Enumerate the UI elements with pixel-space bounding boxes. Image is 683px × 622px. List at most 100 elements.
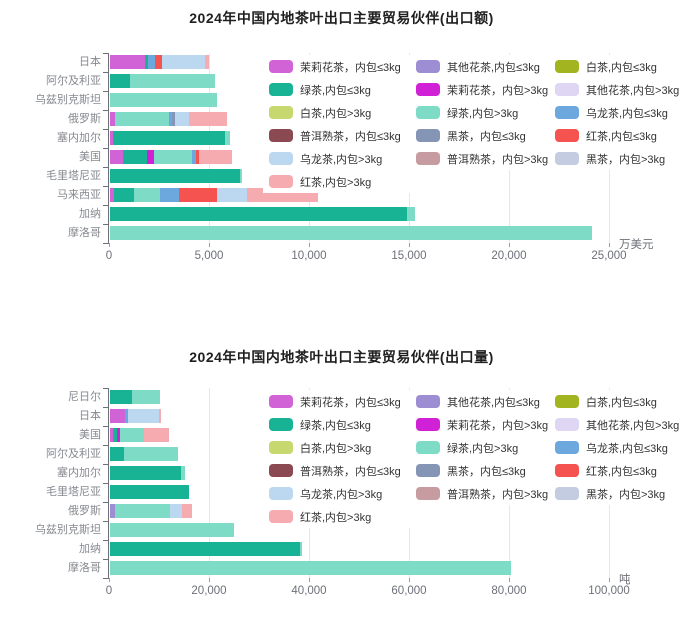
bar-segment[interactable] [113, 428, 117, 442]
stacked-bar-乌兹别克斯坦[interactable] [110, 93, 217, 107]
legend-item[interactable]: 红茶,内包>3kg [263, 505, 410, 528]
legend-item[interactable]: 普洱熟茶，内包>3kg [410, 147, 549, 170]
bar-segment[interactable] [124, 447, 178, 461]
bar-segment[interactable] [110, 112, 115, 126]
legend-item[interactable]: 其他花茶,内包≤3kg [410, 55, 549, 78]
bar-segment[interactable] [110, 409, 125, 423]
legend-item[interactable]: 黑茶，内包>3kg [549, 147, 678, 170]
legend-item[interactable]: 绿茶,内包>3kg [410, 101, 549, 124]
legend-item[interactable]: 其他花茶,内包≤3kg [410, 390, 549, 413]
bar-segment[interactable] [300, 542, 302, 556]
legend-item[interactable]: 白茶,内包≤3kg [549, 390, 678, 413]
bar-segment[interactable] [110, 74, 130, 88]
bar-segment[interactable] [171, 112, 175, 126]
legend-item[interactable]: 黑茶，内包≤3kg [410, 124, 549, 147]
legend-item[interactable]: 红茶,内包≤3kg [549, 124, 678, 147]
legend-item[interactable]: 茉莉花茶，内包≤3kg [263, 390, 410, 413]
legend-item[interactable]: 乌龙茶,内包≤3kg [549, 436, 678, 459]
legend-item[interactable]: 红茶,内包>3kg [263, 170, 410, 193]
stacked-bar-俄罗斯[interactable] [110, 112, 227, 126]
bar-segment[interactable] [110, 169, 240, 183]
legend-item[interactable]: 绿茶,内包≤3kg [263, 78, 410, 101]
stacked-bar-加纳[interactable] [110, 207, 415, 221]
bar-segment[interactable] [154, 150, 192, 164]
bar-segment[interactable] [110, 226, 592, 240]
stacked-bar-塞内加尔[interactable] [110, 131, 230, 145]
bar-segment[interactable] [130, 74, 215, 88]
stacked-bar-日本[interactable] [110, 409, 162, 423]
legend-item[interactable]: 茉莉花茶，内包>3kg [410, 413, 549, 436]
stacked-bar-乌兹别克斯坦[interactable] [110, 523, 234, 537]
bar-segment[interactable] [145, 55, 148, 69]
bar-segment[interactable] [205, 55, 209, 69]
stacked-bar-毛里塔尼亚[interactable] [110, 485, 189, 499]
bar-segment[interactable] [199, 150, 232, 164]
stacked-bar-美国[interactable] [110, 428, 169, 442]
stacked-bar-塞内加尔[interactable] [110, 466, 185, 480]
legend-item[interactable]: 乌龙茶,内包>3kg [263, 482, 410, 505]
stacked-bar-俄罗斯[interactable] [110, 504, 192, 518]
bar-segment[interactable] [114, 504, 170, 518]
stacked-bar-美国[interactable] [110, 150, 232, 164]
bar-segment[interactable] [110, 485, 189, 499]
bar-segment[interactable] [169, 112, 172, 126]
legend-item[interactable]: 黑茶，内包>3kg [549, 482, 678, 505]
bar-segment[interactable] [110, 561, 511, 575]
bar-segment[interactable] [123, 150, 147, 164]
bar-segment[interactable] [162, 55, 205, 69]
stacked-bar-摩洛哥[interactable] [110, 561, 511, 575]
bar-segment[interactable] [174, 112, 189, 126]
bar-segment[interactable] [110, 466, 181, 480]
legend-item[interactable]: 白茶,内包≤3kg [549, 55, 678, 78]
bar-segment[interactable] [188, 112, 227, 126]
bar-segment[interactable] [128, 409, 159, 423]
bar-segment[interactable] [134, 188, 160, 202]
bar-segment[interactable] [170, 504, 182, 518]
bar-segment[interactable] [110, 542, 300, 556]
bar-segment[interactable] [117, 428, 120, 442]
legend-item[interactable]: 红茶,内包≤3kg [549, 459, 678, 482]
bar-segment[interactable] [407, 207, 415, 221]
stacked-bar-阿尔及利亚[interactable] [110, 74, 215, 88]
bar-segment[interactable] [182, 504, 192, 518]
legend-item[interactable]: 白茶,内包>3kg [263, 101, 410, 124]
legend-item[interactable]: 乌龙茶,内包≤3kg [549, 101, 678, 124]
bar-segment[interactable] [178, 188, 217, 202]
legend-item[interactable]: 普洱熟茶，内包≤3kg [263, 124, 410, 147]
legend-item[interactable]: 其他花茶,内包>3kg [549, 413, 679, 436]
bar-segment[interactable] [181, 466, 185, 480]
bar-segment[interactable] [192, 150, 196, 164]
bar-segment[interactable] [115, 112, 169, 126]
bar-segment[interactable] [240, 169, 242, 183]
bar-segment[interactable] [196, 150, 199, 164]
legend-item[interactable]: 绿茶,内包>3kg [410, 436, 549, 459]
legend-item[interactable]: 绿茶,内包≤3kg [263, 413, 410, 436]
legend-item[interactable]: 茉莉花茶，内包>3kg [410, 78, 549, 101]
bar-segment[interactable] [216, 188, 247, 202]
bar-segment[interactable] [110, 428, 113, 442]
stacked-bar-加纳[interactable] [110, 542, 302, 556]
bar-segment[interactable] [160, 188, 179, 202]
bar-segment[interactable] [110, 523, 234, 537]
legend-item[interactable]: 茉莉花茶，内包≤3kg [263, 55, 410, 78]
bar-segment[interactable] [114, 188, 134, 202]
legend-item[interactable]: 乌龙茶,内包>3kg [263, 147, 410, 170]
bar-segment[interactable] [110, 150, 123, 164]
bar-segment[interactable] [147, 150, 154, 164]
bar-segment[interactable] [148, 55, 155, 69]
bar-segment[interactable] [132, 390, 160, 404]
bar-segment[interactable] [125, 409, 128, 423]
legend-item[interactable]: 普洱熟茶，内包>3kg [410, 482, 549, 505]
bar-segment[interactable] [159, 409, 162, 423]
bar-segment[interactable] [225, 131, 230, 145]
bar-segment[interactable] [113, 131, 225, 145]
bar-segment[interactable] [110, 93, 217, 107]
bar-segment[interactable] [110, 504, 115, 518]
stacked-bar-尼日尔[interactable] [110, 390, 160, 404]
bar-segment[interactable] [155, 55, 162, 69]
stacked-bar-阿尔及利亚[interactable] [110, 447, 178, 461]
bar-segment[interactable] [120, 428, 144, 442]
bar-segment[interactable] [110, 447, 124, 461]
bar-segment[interactable] [110, 131, 113, 145]
bar-segment[interactable] [110, 188, 114, 202]
